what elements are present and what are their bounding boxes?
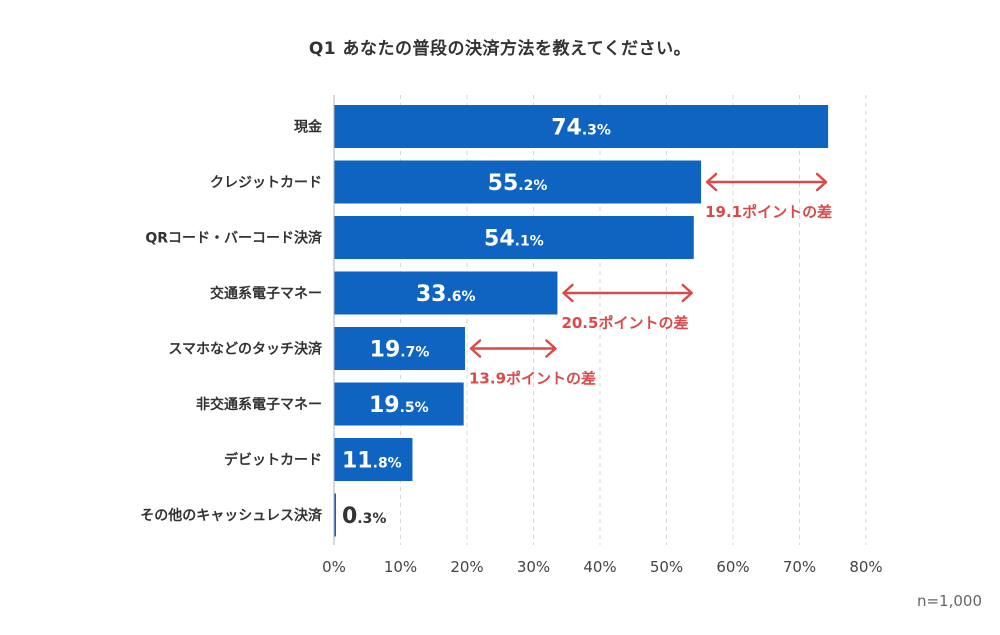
value-label-integer: 55 <box>488 171 519 196</box>
value-label-decimal: .5% <box>400 400 429 416</box>
value-label-decimal: .7% <box>400 345 429 361</box>
value-label: 74.3% <box>551 116 611 141</box>
bar <box>334 327 466 370</box>
x-tick-label: 50% <box>650 558 683 576</box>
x-tick-label: 60% <box>716 558 749 576</box>
difference-arrow-head-left <box>469 339 482 358</box>
value-label-decimal: .1% <box>515 234 544 250</box>
bar <box>334 438 413 481</box>
bar <box>334 271 558 315</box>
value-label: 19.7% <box>370 338 430 363</box>
bar <box>334 493 336 537</box>
value-label-decimal: .3% <box>357 511 386 527</box>
x-tick-label: 20% <box>450 558 483 576</box>
value-label: 19.5% <box>369 393 429 418</box>
bar <box>334 160 702 204</box>
x-tick-label: 10% <box>384 558 417 576</box>
category-label: クレジットカード <box>210 175 322 191</box>
category-label: デビットカード <box>224 452 322 469</box>
category-label: 交通系電子マネー <box>210 285 322 302</box>
value-label-integer: 74 <box>551 116 582 141</box>
value-label: 11.8% <box>342 449 402 474</box>
value-label-integer: 11 <box>342 449 373 474</box>
category-label: 非交通系電子マネー <box>196 396 322 413</box>
difference-label: 20.5ポイントの差 <box>561 314 688 332</box>
value-label-integer: 19 <box>369 393 400 418</box>
x-axis: 0% 10% 20% 30% 40% 50% 60% 70% 80% <box>322 95 883 576</box>
x-tick-label: 40% <box>583 558 616 576</box>
value-labels: 74.3%55.2%54.1%33.6%19.7%19.5%11.8%0.3% <box>342 116 611 530</box>
sample-size-label: n=1,000 <box>916 592 982 610</box>
difference-annotations: 19.1ポイントの差 20.5ポイントの差 13.9ポイントの差 <box>469 172 832 388</box>
x-tick-label: 70% <box>783 558 816 576</box>
category-label: QRコード・バーコード決済 <box>145 230 323 247</box>
difference-arrow-head-right <box>681 283 694 303</box>
category-label: 現金 <box>294 119 323 136</box>
bars <box>334 105 829 537</box>
value-label-decimal: .6% <box>446 289 475 305</box>
difference-label: 19.1ポイントの差 <box>705 203 832 221</box>
value-label: 0.3% <box>342 504 386 529</box>
difference-arrow-head-right <box>545 339 557 358</box>
value-label-integer: 54 <box>484 227 515 252</box>
value-label-decimal: .8% <box>373 456 402 472</box>
bar <box>334 105 829 148</box>
difference-label: 13.9ポイントの差 <box>469 370 596 388</box>
value-label: 33.6% <box>416 282 476 307</box>
x-tick-label: 0% <box>322 558 346 576</box>
value-label-integer: 33 <box>416 282 447 307</box>
chart-title: Q1 あなたの普段の決済方法を教えてください。 <box>308 39 692 59</box>
value-label-decimal: .2% <box>518 178 547 194</box>
x-tick-label: 80% <box>849 558 882 576</box>
category-label: その他のキャッシュレス決済 <box>140 507 323 524</box>
value-label-integer: 0 <box>342 504 357 529</box>
value-label-decimal: .3% <box>582 123 611 139</box>
difference-arrow-head-right <box>815 172 828 192</box>
bar <box>334 382 464 426</box>
value-label: 54.1% <box>484 227 544 252</box>
difference-arrow-head-left <box>705 172 718 192</box>
value-label-integer: 19 <box>370 338 401 363</box>
value-label: 55.2% <box>488 171 548 196</box>
category-label: スマホなどのタッチ決済 <box>168 341 323 358</box>
x-tick-label: 30% <box>517 558 550 576</box>
difference-arrow-head-left <box>562 283 574 303</box>
bar <box>334 216 694 259</box>
